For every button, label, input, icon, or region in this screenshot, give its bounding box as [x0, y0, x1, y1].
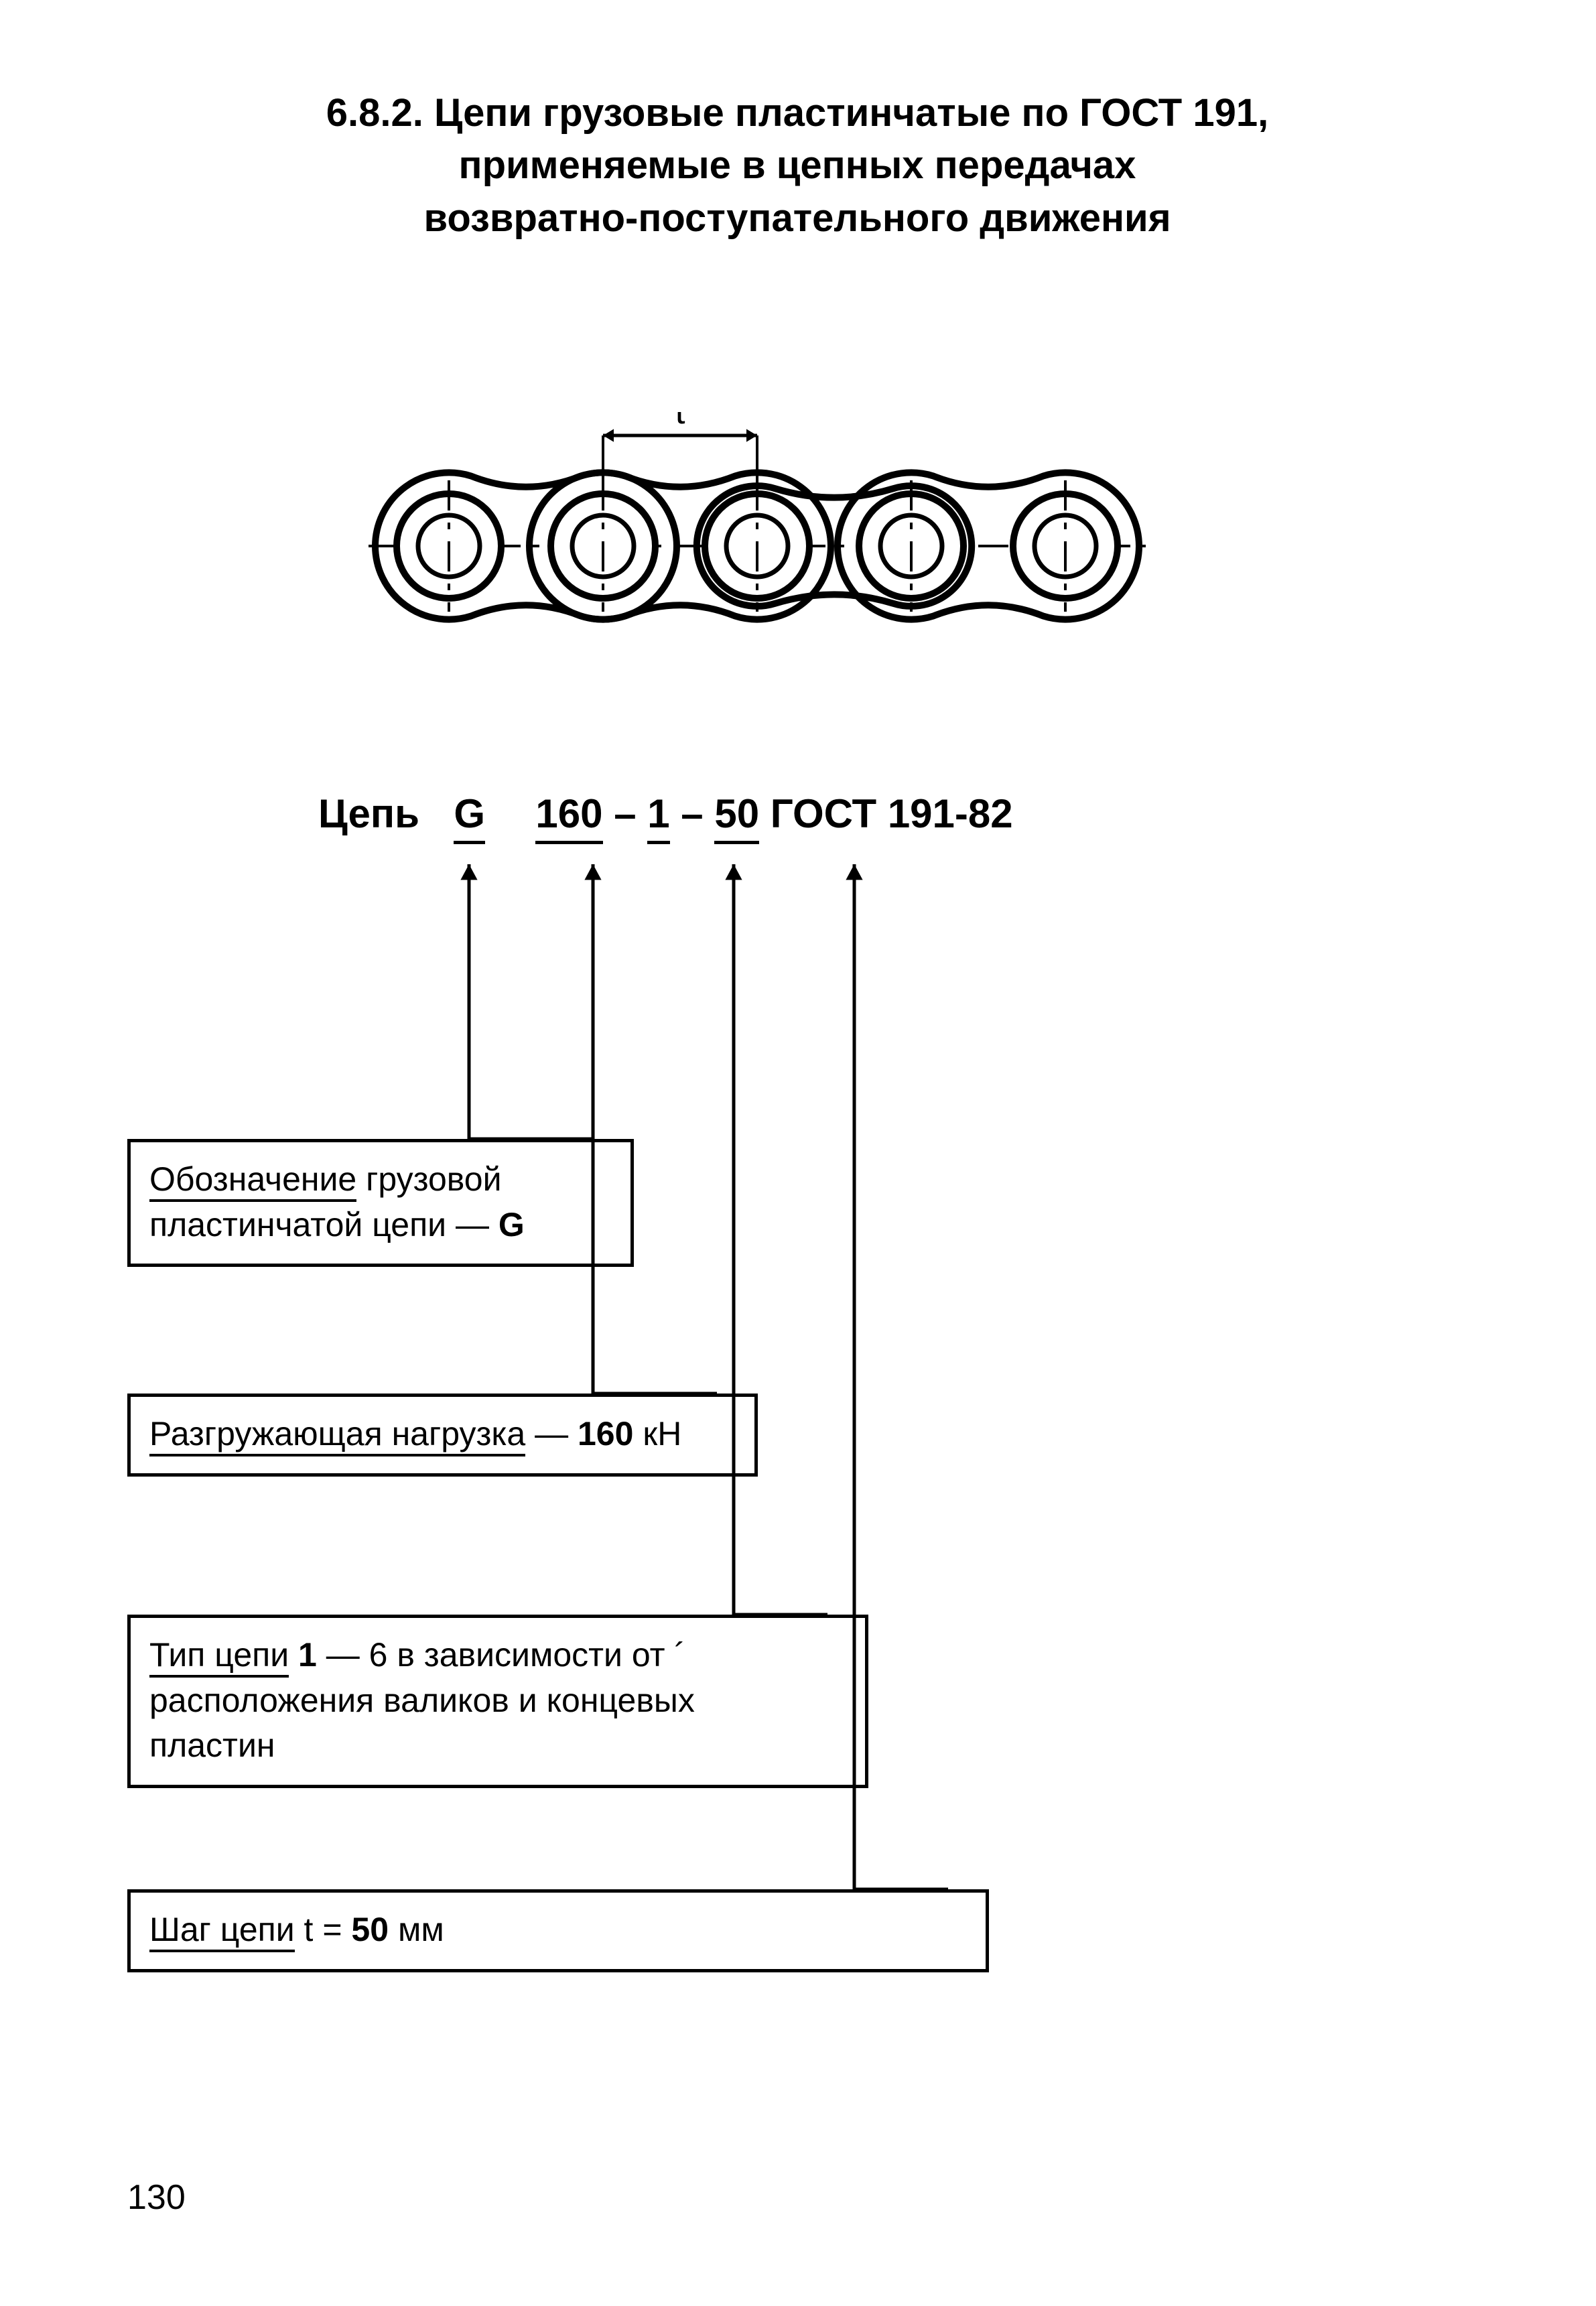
- title-line-3: возвратно-поступательного движения: [161, 192, 1434, 245]
- page-number: 130: [127, 2177, 186, 2218]
- callout-designation-g: Обозначение грузовой пластинчатой цепи —…: [127, 1139, 634, 1267]
- code-frag-g: G: [454, 791, 485, 844]
- code-dash: –: [614, 791, 636, 837]
- callout-bold: 50: [351, 1911, 389, 1948]
- callout-underline: Обозначение: [149, 1160, 356, 1202]
- chain-diagram: t: [348, 412, 1219, 680]
- code-dash: –: [681, 791, 703, 837]
- title-line-2: применяемые в цепных передачах: [161, 139, 1434, 192]
- page: 6.8.2. Цепи грузовые пластинчатые по ГОС…: [0, 0, 1596, 2306]
- svg-text:t: t: [675, 412, 685, 431]
- code-suffix: ГОСТ 191-82: [771, 791, 1013, 837]
- callout-underline: Шаг цепи: [149, 1911, 295, 1952]
- code-frag-50: 50: [714, 791, 759, 844]
- designation-code: Цепь G 160 – 1 – 50 ГОСТ 191-82: [318, 791, 1524, 844]
- callout-type: Тип цепи 1 — 6 в зависимости от ´ распол…: [127, 1615, 868, 1788]
- callout-pitch: Шаг цепи t = 50 мм: [127, 1889, 989, 1972]
- callout-bold: G: [498, 1206, 525, 1243]
- callout-text: t =: [295, 1911, 352, 1948]
- callout-text: мм: [389, 1911, 444, 1948]
- callout-text: кН: [633, 1415, 681, 1452]
- callout-text: пластинчатой цепи —: [149, 1206, 498, 1243]
- section-title: 6.8.2. Цепи грузовые пластинчатые по ГОС…: [161, 87, 1434, 245]
- callout-text: — 6 в зависимости от ´: [317, 1636, 685, 1674]
- callout-bold: 160: [578, 1415, 633, 1452]
- callout-bold: 1: [298, 1636, 317, 1674]
- code-prefix: Цепь: [318, 791, 419, 837]
- title-line-1: 6.8.2. Цепи грузовые пластинчатые по ГОС…: [161, 87, 1434, 139]
- callout-underline: Разгружающая нагрузка: [149, 1415, 525, 1456]
- code-frag-160: 160: [535, 791, 602, 844]
- callout-text: грузовой: [356, 1160, 501, 1198]
- callout-text: пластин: [149, 1726, 275, 1764]
- callout-underline: Тип цепи: [149, 1636, 289, 1678]
- callout-text: —: [525, 1415, 578, 1452]
- callout-load: Разгружающая нагрузка — 160 кН: [127, 1394, 758, 1477]
- callout-text: расположения валиков и концевых: [149, 1682, 695, 1719]
- code-frag-1: 1: [647, 791, 669, 844]
- callout-text: [289, 1636, 298, 1674]
